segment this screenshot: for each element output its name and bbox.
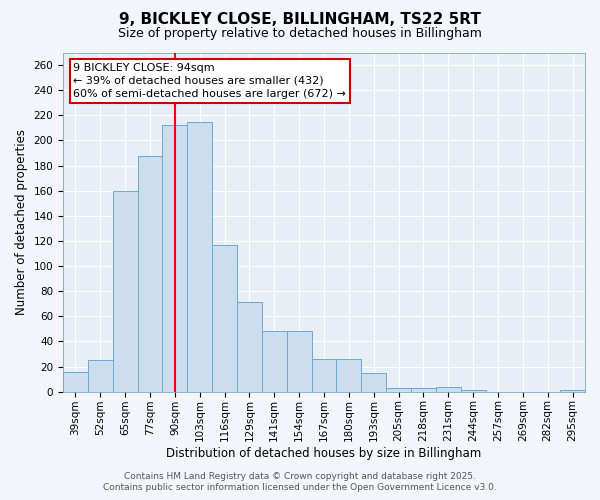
Bar <box>88 360 113 392</box>
Text: Contains HM Land Registry data © Crown copyright and database right 2025.
Contai: Contains HM Land Registry data © Crown c… <box>103 472 497 492</box>
Bar <box>287 332 311 392</box>
Bar <box>163 126 187 392</box>
Bar <box>411 388 436 392</box>
Bar <box>212 244 237 392</box>
Y-axis label: Number of detached properties: Number of detached properties <box>15 129 28 315</box>
X-axis label: Distribution of detached houses by size in Billingham: Distribution of detached houses by size … <box>166 447 482 460</box>
Text: 9 BICKLEY CLOSE: 94sqm
← 39% of detached houses are smaller (432)
60% of semi-de: 9 BICKLEY CLOSE: 94sqm ← 39% of detached… <box>73 62 346 99</box>
Bar <box>187 122 212 392</box>
Bar <box>436 386 461 392</box>
Bar <box>361 373 386 392</box>
Bar <box>311 359 337 392</box>
Bar <box>262 332 287 392</box>
Bar <box>237 302 262 392</box>
Bar <box>337 359 361 392</box>
Bar <box>461 390 485 392</box>
Bar <box>386 388 411 392</box>
Bar <box>560 390 585 392</box>
Bar <box>113 190 137 392</box>
Bar <box>63 372 88 392</box>
Text: Size of property relative to detached houses in Billingham: Size of property relative to detached ho… <box>118 28 482 40</box>
Bar <box>137 156 163 392</box>
Text: 9, BICKLEY CLOSE, BILLINGHAM, TS22 5RT: 9, BICKLEY CLOSE, BILLINGHAM, TS22 5RT <box>119 12 481 28</box>
